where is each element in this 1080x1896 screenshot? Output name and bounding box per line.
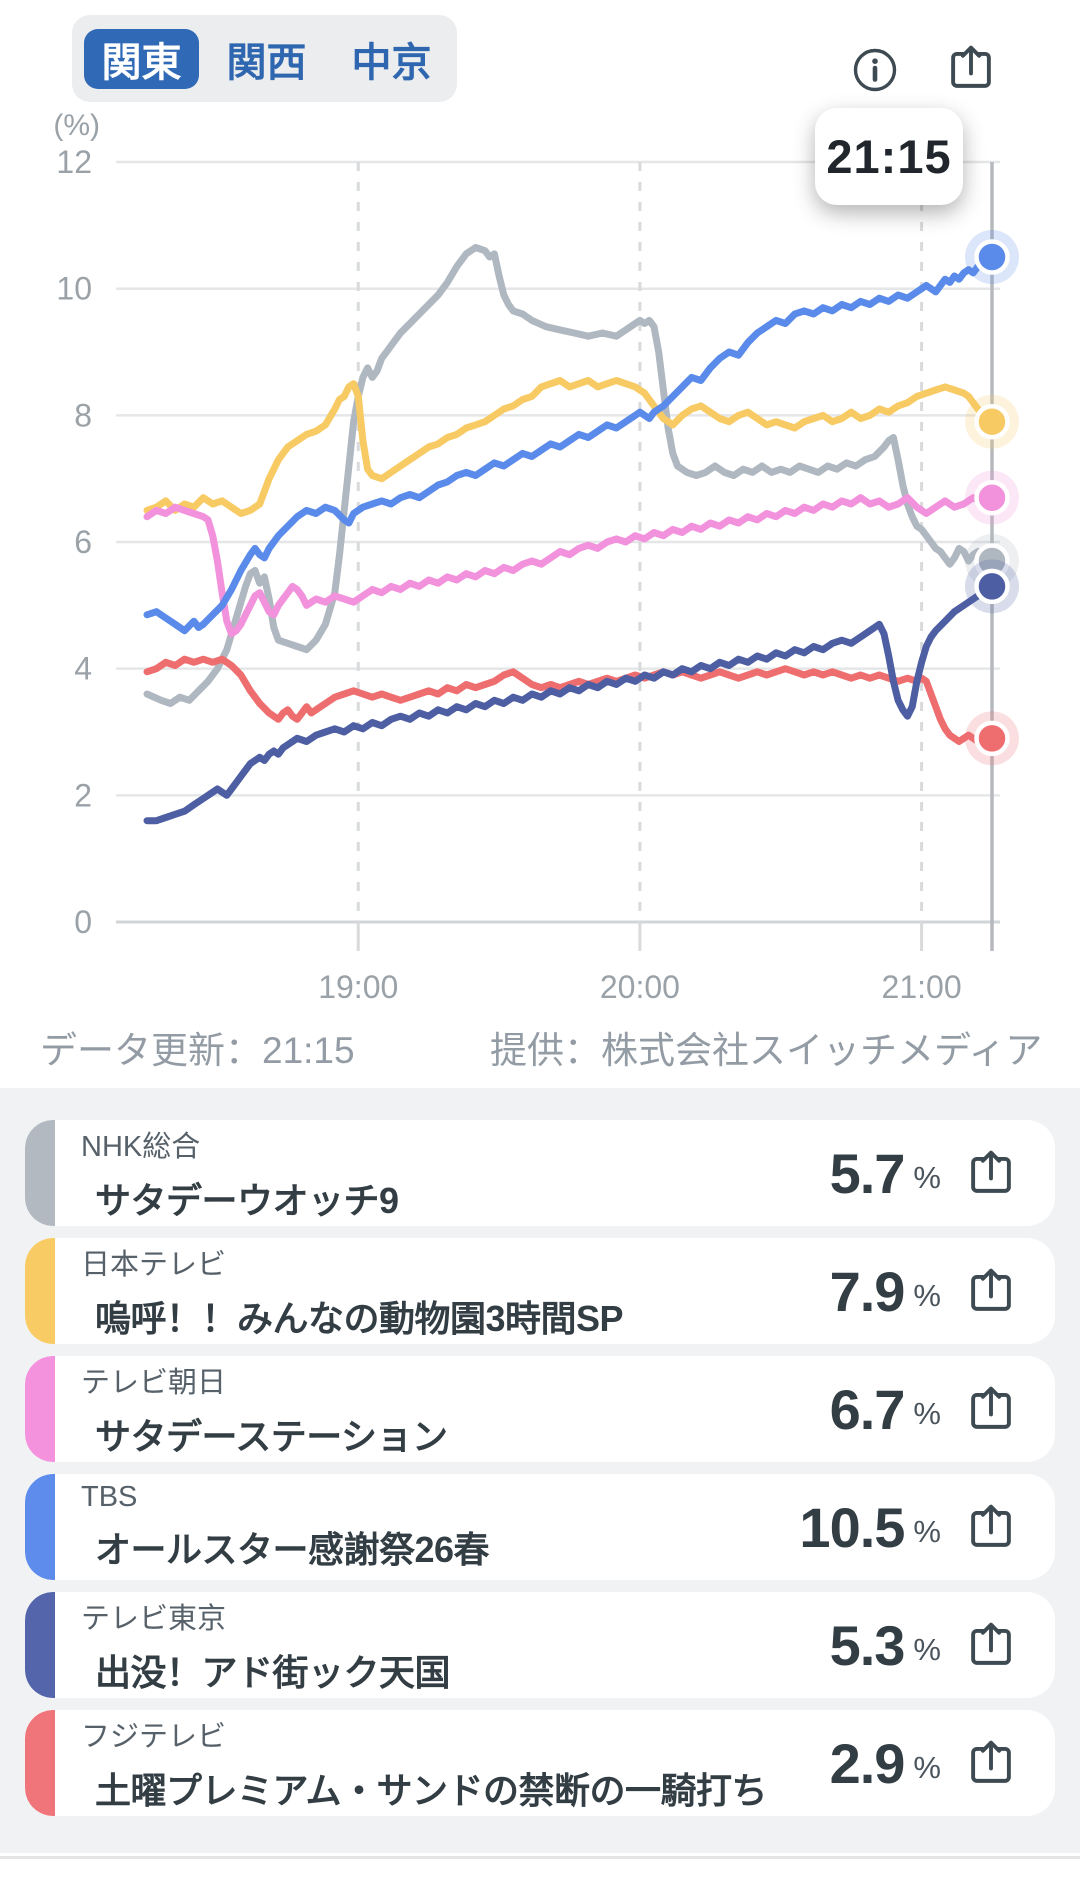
rating-value: 5.7 <box>829 1141 906 1205</box>
y-axis-unit-label: (%) <box>53 109 100 142</box>
y-axis-tick-label: 12 <box>56 144 92 180</box>
channel-color-strip <box>25 1356 55 1462</box>
share-icon[interactable] <box>965 1619 1017 1671</box>
series-line <box>143 244 996 707</box>
station-name: NHK総合 <box>81 1130 201 1163</box>
program-title: 出没！アド街ック天国 <box>95 1651 451 1693</box>
end-dot <box>974 479 1010 516</box>
series-line <box>143 253 996 635</box>
rating-unit: % <box>913 1632 941 1667</box>
channel-card-text: NHK総合 サタデーウオッチ9 <box>55 1120 830 1226</box>
station-name: TBS <box>81 1481 138 1513</box>
station-name: 日本テレビ <box>81 1248 227 1281</box>
channel-card-rating: 5.7 % <box>830 1120 1055 1226</box>
channel-card-text: 日本テレビ 嗚呼！！みんなの動物園3時間SP <box>55 1238 830 1344</box>
y-axis-tick-label: 6 <box>74 524 92 560</box>
rating-value: 5.3 <box>829 1613 906 1677</box>
y-axis-tick-label: 0 <box>74 904 92 940</box>
y-axis-tick-label: 4 <box>74 651 92 687</box>
tooltip-time-label: 21:15 <box>826 130 952 183</box>
channel-color-strip <box>25 1592 55 1698</box>
x-axis-tick-label: 21:00 <box>882 969 962 1005</box>
share-icon[interactable] <box>965 1383 1017 1435</box>
info-icon[interactable] <box>851 46 899 94</box>
y-axis-tick-label: 8 <box>74 397 92 433</box>
end-dot <box>974 403 1010 440</box>
bottom-divider <box>0 1856 1080 1859</box>
provider-label: 提供：株式会社スイッチメディア <box>490 1030 1043 1071</box>
program-title: オールスター感謝祭26春 <box>95 1529 490 1570</box>
channel-card[interactable]: フジテレビ 土曜プレミアム・サンドの禁断の一騎打ち 2.9 % <box>25 1710 1055 1816</box>
tab-kansai[interactable]: 関西 <box>209 29 324 89</box>
channel-color-strip <box>25 1238 55 1344</box>
share-icon[interactable] <box>965 1147 1017 1199</box>
rating-value: 7.9 <box>829 1259 906 1323</box>
region-tabs: 関東 関西 中京 <box>72 15 457 102</box>
share-icon[interactable] <box>945 42 997 94</box>
rating-unit: % <box>913 1278 941 1313</box>
channel-card-rating: 6.7 % <box>830 1356 1055 1462</box>
x-axis-tick-label: 20:00 <box>600 969 680 1005</box>
channel-card-rating: 5.3 % <box>830 1592 1055 1698</box>
channel-list: NHK総合 サタデーウオッチ9 5.7 % 日本テレビ 嗚呼！！みんなの動物園3… <box>0 1088 1080 1853</box>
share-icon[interactable] <box>965 1737 1017 1789</box>
program-title: サタデーウオッチ9 <box>95 1179 399 1221</box>
rating-value: 6.7 <box>829 1377 906 1441</box>
channel-card-rating: 10.5 % <box>799 1474 1055 1580</box>
series-line <box>143 582 996 825</box>
series-line <box>143 655 996 745</box>
channel-color-strip <box>25 1710 55 1816</box>
channel-card-text: テレビ東京 出没！アド街ック天国 <box>55 1592 830 1698</box>
channel-card-text: TBS オールスター感謝祭26春 <box>55 1474 799 1580</box>
channel-card[interactable]: テレビ朝日 サタデーステーション 6.7 % <box>25 1356 1055 1462</box>
updated-time-label: データ更新：21:15 <box>40 1030 355 1071</box>
series-line <box>143 377 996 517</box>
y-axis-tick-label: 2 <box>74 777 92 813</box>
tab-kanto[interactable]: 関東 <box>84 28 199 89</box>
share-icon[interactable] <box>965 1265 1017 1317</box>
tab-chukyo[interactable]: 中京 <box>334 29 449 89</box>
program-title: 嗚呼！！みんなの動物園3時間SP <box>95 1297 624 1339</box>
program-title: サタデーステーション <box>95 1415 448 1457</box>
rating-value: 2.9 <box>829 1731 906 1795</box>
rating-unit: % <box>913 1750 941 1785</box>
program-title: 土曜プレミアム・サンドの禁断の一騎打ち <box>95 1769 767 1811</box>
channel-card-rating: 7.9 % <box>830 1238 1055 1344</box>
time-tooltip: 21:15 <box>815 108 963 205</box>
x-axis-tick-label: 19:00 <box>318 969 398 1005</box>
rating-unit: % <box>913 1514 941 1549</box>
channel-card[interactable]: 日本テレビ 嗚呼！！みんなの動物園3時間SP 7.9 % <box>25 1238 1055 1344</box>
channel-card-rating: 2.9 % <box>830 1710 1055 1816</box>
series-line <box>143 494 996 638</box>
share-icon[interactable] <box>965 1501 1017 1553</box>
end-dot <box>974 568 1010 605</box>
channel-color-strip <box>25 1120 55 1226</box>
channel-card[interactable]: NHK総合 サタデーウオッチ9 5.7 % <box>25 1120 1055 1226</box>
station-name: フジテレビ <box>81 1720 227 1753</box>
channel-color-strip <box>25 1474 55 1580</box>
station-name: テレビ東京 <box>81 1602 227 1635</box>
end-dot <box>974 239 1010 275</box>
rating-value: 10.5 <box>799 1495 905 1559</box>
station-name: テレビ朝日 <box>81 1366 227 1399</box>
y-axis-tick-label: 10 <box>56 271 92 307</box>
channel-card[interactable]: TBS オールスター感謝祭26春 10.5 % <box>25 1474 1055 1580</box>
rating-unit: % <box>913 1396 941 1431</box>
channel-card-text: フジテレビ 土曜プレミアム・サンドの禁断の一騎打ち <box>55 1710 830 1816</box>
channel-card-text: テレビ朝日 サタデーステーション <box>55 1356 830 1462</box>
ratings-chart[interactable]: 0 2 4 6 8 10 12(%) 19:00 20:00 21:00 <box>0 95 1080 1010</box>
channel-card[interactable]: テレビ東京 出没！アド街ック天国 5.3 % <box>25 1592 1055 1698</box>
rating-unit: % <box>913 1160 941 1195</box>
end-dot <box>974 720 1010 757</box>
